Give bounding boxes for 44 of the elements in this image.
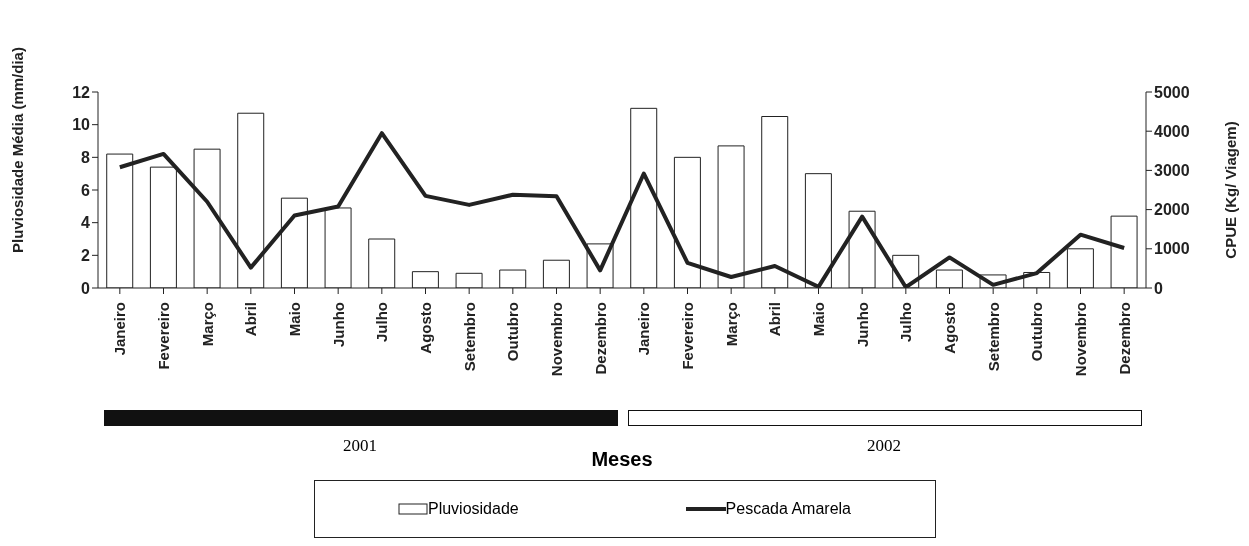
x-tick-label: Novembro [1072,302,1089,377]
y-tick-label: 6 [81,181,91,199]
x-tick-label: Setembro [984,302,1002,372]
x-tick-label: Agosto [417,302,434,354]
x-tick-label: Maio [286,302,303,337]
y2-tick-label: 3000 [1154,162,1190,180]
x-tick-label: Fevereiro [679,302,696,370]
x-tick-label: Agosto [941,302,958,354]
x-tick-label: Setembro [460,302,478,372]
y-tick-label: 2 [81,247,91,265]
x-tick-label: Junho [853,302,871,347]
x-tick-label: Abril [766,302,784,337]
x-tick-label: Outubro [1028,302,1046,362]
y-tick-label: 4 [81,214,91,232]
x-tick-label: Março [722,302,740,347]
x-tick-label: Outubro [504,302,522,362]
y-tick-label: 8 [81,149,91,167]
y2-tick-label: 1000 [1154,240,1190,258]
y-tick-label: 0 [81,279,91,297]
x-tick-label: Fevereiro [155,302,172,370]
x-tick-label: Maio [810,302,827,337]
y-axis-title: Pluviosidade Média (mm/dia) [9,47,27,253]
y2-tick-label: 0 [1154,279,1163,297]
x-tick-label: Março [198,302,216,347]
text: 2002 [867,436,901,455]
text: 2001 [343,436,377,455]
x-tick-label: Julho [373,302,391,342]
x-tick-label: Abril [242,302,260,337]
y2-tick-label: 4000 [1154,122,1190,140]
legend-label: Pescada Amarela [725,500,852,518]
x-tick-label: Junho [329,302,347,347]
x-tick-label: Janeiro [111,302,129,356]
x-tick-label: Dezembro [1115,302,1133,375]
y2-tick-label: 5000 [1154,83,1190,101]
y2-axis-title: CPUE (Kg/ Viagem) [1222,121,1240,259]
x-tick-label: Janeiro [635,302,653,356]
x-tick-label: Novembro [548,302,565,377]
x-tick-label: Julho [897,302,915,342]
legend-label: Pluviosidade [427,500,519,518]
x-tick-label: Dezembro [591,302,609,375]
y2-tick-label: 2000 [1154,201,1190,219]
text: Meses [591,448,653,470]
y-tick-label: 12 [72,83,91,101]
y-tick-label: 10 [72,116,91,134]
